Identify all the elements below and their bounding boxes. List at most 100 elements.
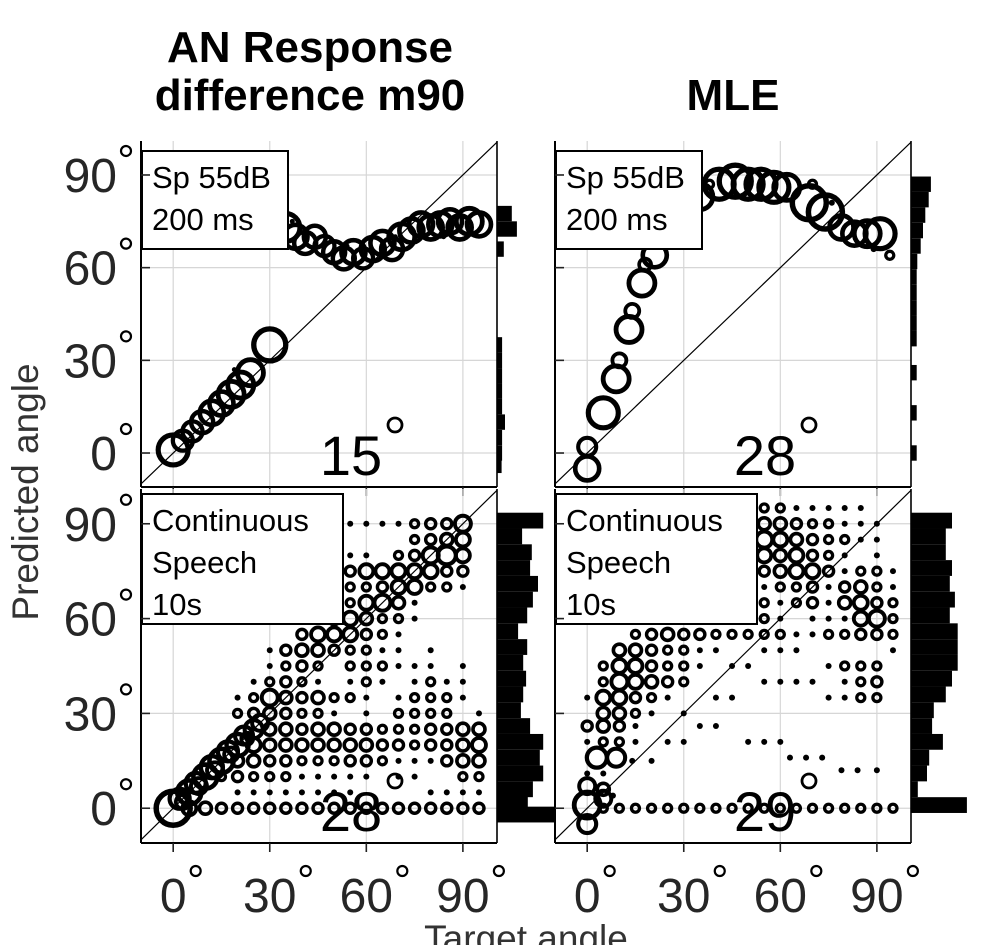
scatter-bubble bbox=[576, 812, 599, 836]
scatter-bubble bbox=[648, 710, 655, 717]
scatter-bubble bbox=[576, 435, 599, 458]
scatter-bubble bbox=[395, 694, 402, 701]
scatter-bubble bbox=[806, 178, 819, 190]
scatter-bubble bbox=[696, 647, 703, 654]
scatter-bubble bbox=[758, 502, 770, 514]
scatter-bubble bbox=[279, 754, 293, 768]
scatter-bubble bbox=[839, 802, 851, 814]
scatter-bubble bbox=[595, 718, 612, 734]
scatter-bubble bbox=[328, 755, 340, 767]
histogram-bar bbox=[911, 670, 952, 687]
histogram-bar bbox=[497, 623, 519, 640]
scatter-bubble bbox=[425, 691, 437, 704]
histogram-bar bbox=[911, 607, 950, 624]
scatter-bubble bbox=[248, 691, 260, 704]
scatter-bubble bbox=[793, 631, 800, 638]
scatter-bubble bbox=[375, 801, 390, 815]
scatter-bubble bbox=[873, 552, 880, 559]
histogram-bar bbox=[911, 639, 958, 655]
scatter-bubble bbox=[729, 694, 736, 701]
scatter-bubble bbox=[375, 738, 390, 752]
scatter-bubble bbox=[180, 799, 199, 818]
scatter-bubble bbox=[726, 802, 738, 814]
scatter-bubble bbox=[610, 657, 629, 675]
scatter-bubble bbox=[710, 628, 722, 641]
histogram-bar bbox=[497, 670, 527, 687]
scatter-bubble bbox=[391, 801, 406, 815]
scatter-bubble bbox=[806, 518, 819, 530]
scatter-bubble bbox=[871, 691, 883, 704]
scatter-bubble bbox=[363, 552, 370, 559]
scatter-bubble bbox=[726, 628, 738, 641]
histogram-bar bbox=[497, 414, 505, 430]
scatter-bubble bbox=[756, 515, 773, 532]
scatter-bubble bbox=[363, 520, 370, 527]
scatter-bubble bbox=[373, 562, 392, 581]
histogram-bar bbox=[911, 207, 926, 223]
scatter-bubble bbox=[857, 536, 864, 543]
x-tick-label: 60 bbox=[754, 870, 807, 923]
scatter-bubble bbox=[331, 773, 338, 780]
scatter-bubble bbox=[408, 723, 421, 735]
scatter-bubble bbox=[889, 583, 896, 590]
scatter-bubble bbox=[870, 246, 877, 253]
histogram-bar bbox=[497, 205, 512, 222]
scatter-bubble bbox=[459, 789, 466, 796]
scatter-bubble bbox=[803, 754, 810, 761]
scatter-bubble bbox=[294, 642, 310, 659]
scatter-bubble bbox=[278, 689, 294, 706]
scatter-bubble bbox=[379, 678, 386, 685]
y-tick-label: 0 bbox=[90, 783, 117, 836]
scatter-bubble bbox=[472, 801, 486, 815]
scatter-bubble bbox=[613, 314, 645, 345]
scatter-bubble bbox=[774, 581, 786, 593]
error-annotation: 28 bbox=[320, 780, 382, 843]
scatter-bubble bbox=[612, 719, 627, 733]
scatter-bubble bbox=[825, 663, 832, 669]
histogram-bar bbox=[911, 702, 934, 719]
scatter-bubble bbox=[363, 710, 370, 717]
histogram-bar bbox=[911, 269, 917, 285]
scatter-bubble bbox=[295, 801, 309, 815]
scatter-bubble bbox=[664, 694, 671, 701]
scatter-bubble bbox=[841, 504, 848, 511]
scatter-bubble bbox=[825, 694, 832, 701]
scatter-bubble bbox=[344, 243, 350, 249]
scatter-bubble bbox=[678, 802, 690, 814]
scatter-bubble bbox=[244, 736, 263, 754]
scatter-bubble bbox=[787, 562, 806, 581]
scatter-bubble bbox=[644, 627, 659, 642]
scatter-bubble bbox=[819, 754, 826, 761]
histogram-bar bbox=[497, 241, 504, 257]
scatter-bubble bbox=[234, 694, 241, 701]
scatter-bubble bbox=[757, 564, 771, 578]
scatter-bubble bbox=[841, 615, 848, 622]
scatter-bubble bbox=[887, 597, 899, 609]
histogram-bar bbox=[911, 445, 917, 461]
scatter-bubble bbox=[660, 675, 675, 689]
scatter-bubble bbox=[423, 517, 438, 531]
scatter-bubble bbox=[680, 710, 687, 717]
scatter-bubble bbox=[584, 745, 609, 770]
scatter-bubble bbox=[712, 647, 719, 654]
scatter-bubble bbox=[360, 644, 372, 656]
scatter-bubble bbox=[344, 660, 356, 672]
scatter-bubble bbox=[315, 678, 322, 685]
scatter-bubble bbox=[786, 754, 793, 761]
histogram-bar bbox=[497, 512, 544, 529]
scatter-bubble bbox=[407, 801, 422, 815]
scatter-bubble bbox=[761, 678, 768, 685]
scatter-bubble bbox=[359, 722, 374, 736]
scatter-bubble bbox=[375, 580, 390, 594]
scatter-bubble bbox=[343, 564, 357, 578]
scatter-bubble bbox=[347, 789, 354, 796]
scatter-bubble bbox=[343, 801, 357, 815]
scatter-bubble bbox=[390, 594, 407, 611]
scatter-bubble bbox=[644, 659, 659, 673]
scatter-bubble bbox=[263, 754, 277, 768]
histogram-bar bbox=[911, 575, 950, 592]
scatter-bubble bbox=[857, 520, 864, 527]
histogram-bar bbox=[497, 591, 533, 608]
histogram-bar bbox=[497, 686, 524, 703]
scatter-bubble bbox=[595, 781, 612, 798]
